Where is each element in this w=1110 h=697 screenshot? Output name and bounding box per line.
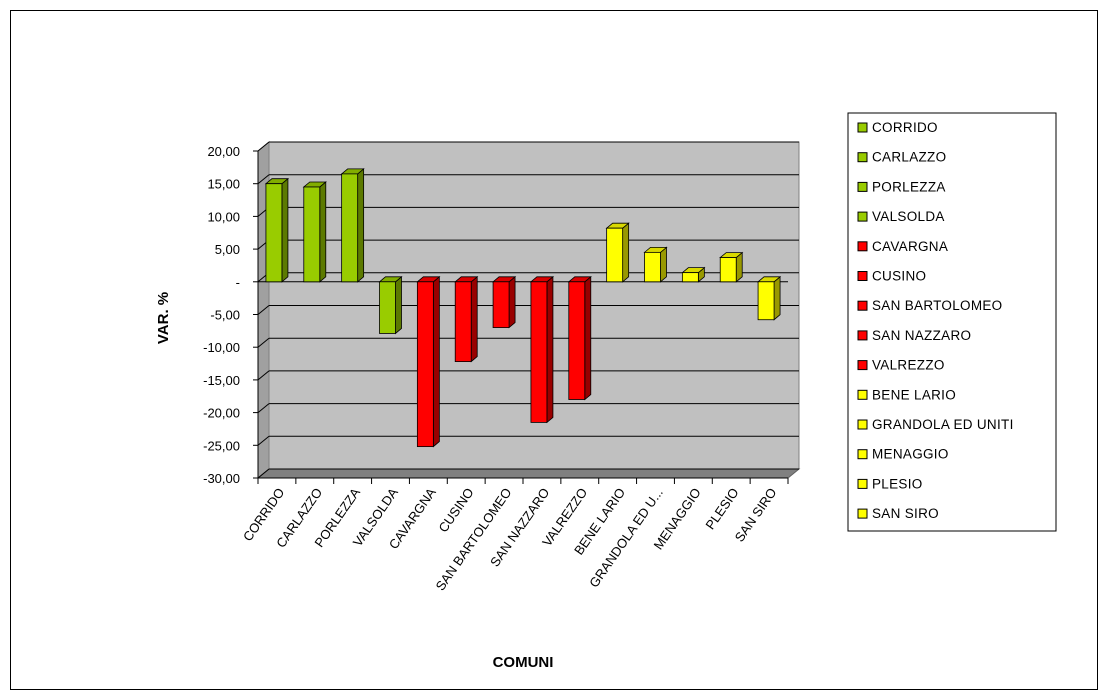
legend-swatch (857, 360, 868, 371)
legend-swatch (857, 449, 868, 460)
legend-label: SAN NAZZARO (872, 328, 971, 343)
y-tick-label: -10,00 (203, 340, 240, 355)
legend-swatch (857, 152, 868, 163)
gridline-depth (257, 141, 270, 152)
legend-swatch (857, 330, 868, 341)
bar (416, 275, 441, 448)
bar-front (719, 257, 737, 283)
y-tick-label: - (236, 275, 240, 290)
bar-front (341, 173, 359, 283)
bar (605, 222, 630, 283)
bar (264, 177, 290, 283)
bar-front (530, 281, 548, 423)
floor (256, 468, 801, 479)
bar-front (492, 281, 510, 328)
legend-label: BENE LARIO (872, 387, 956, 402)
bar-side (546, 275, 554, 424)
bars (264, 168, 782, 448)
y-axis-title: VAR. % (155, 292, 172, 344)
legend: CORRIDO CARLAZZO PORLEZZA VALSOLDA CAVARGNA C… (847, 112, 1057, 532)
y-tick-label: -5,00 (210, 308, 240, 323)
y-tick-label: -25,00 (203, 438, 240, 453)
bar-front (265, 183, 283, 283)
y-tick-label: 15,00 (207, 177, 240, 192)
gridline-depth (257, 337, 270, 348)
x-tick-label: CUSINO (435, 485, 476, 535)
bar-front (379, 281, 396, 334)
bar-front (416, 281, 434, 448)
legend-swatch (857, 181, 868, 192)
bar-side (660, 246, 667, 283)
bar (454, 275, 479, 363)
gridline-depth (257, 174, 270, 185)
bar-side (773, 275, 781, 321)
gridline-depth (257, 403, 270, 413)
bar (302, 181, 327, 283)
legend-swatch (857, 508, 868, 519)
legend-label: PLESIO (872, 476, 923, 491)
x-tick-label: PLESIO (702, 485, 741, 532)
gridline-depth (257, 435, 270, 446)
legend-label: CAVARGNA (872, 239, 948, 254)
bar-side (432, 275, 440, 448)
legend-label: GRANDOLA ED UNITI (872, 417, 1014, 432)
legend-swatch (857, 389, 868, 400)
bar (681, 266, 706, 283)
bar-front (568, 281, 586, 400)
bar-side (319, 181, 327, 283)
bar-side (470, 275, 478, 363)
bar-front (757, 281, 775, 321)
legend-label: CARLAZZO (872, 150, 946, 165)
legend-box (847, 112, 1057, 532)
legend-label: SAN SIRO (872, 506, 939, 521)
legend-swatch (857, 478, 868, 489)
bar (378, 275, 403, 335)
legend-swatch (857, 419, 868, 430)
legend-label: CORRIDO (872, 120, 938, 135)
legend-label: VALREZZO (872, 358, 945, 373)
bar (529, 275, 555, 424)
y-axis: 20,00 15,00 10,00 5,00 - -5,00 -10,00 -15,00 -20… (203, 144, 259, 486)
bar (719, 251, 744, 283)
y-tick-label: 10,00 (207, 209, 240, 224)
gridline-depth (257, 468, 270, 479)
bar-front (303, 186, 321, 283)
bar-side (357, 168, 365, 283)
y-tick-label: 5,00 (215, 242, 240, 257)
legend-label: PORLEZZA (872, 179, 946, 194)
bar-front (644, 251, 661, 283)
legend-label: SAN BARTOLOMEO (872, 298, 1003, 313)
x-axis-title: COMUNI (493, 654, 554, 671)
legend-swatch (857, 271, 868, 281)
legend-swatch (857, 211, 868, 222)
legend-swatch (857, 122, 868, 133)
bar (756, 275, 782, 321)
y-tick-label: -30,00 (203, 471, 240, 486)
bar (491, 275, 517, 329)
bar-side (281, 177, 289, 283)
legend-swatch (857, 300, 868, 311)
legend-label: CUSINO (872, 269, 926, 284)
y-tick-label: -15,00 (203, 373, 240, 388)
bar (567, 275, 592, 401)
bar-front (681, 272, 699, 283)
bar (643, 246, 668, 283)
gridline-depth (257, 305, 270, 315)
y-tick-label: 20,00 (207, 144, 240, 159)
gridline-depth (257, 370, 270, 381)
bar-side (508, 275, 516, 329)
bar-side (395, 275, 402, 335)
legend-label: MENAGGIO (872, 447, 949, 462)
bar (340, 168, 365, 283)
bar-side (584, 275, 592, 401)
bar-front (606, 227, 624, 283)
plot-area (256, 140, 801, 480)
bar-side (622, 222, 630, 283)
bar-front (454, 281, 472, 362)
legend-swatch (857, 241, 868, 252)
legend-label: VALSOLDA (872, 209, 945, 224)
y-tick-label: -20,00 (203, 406, 240, 421)
